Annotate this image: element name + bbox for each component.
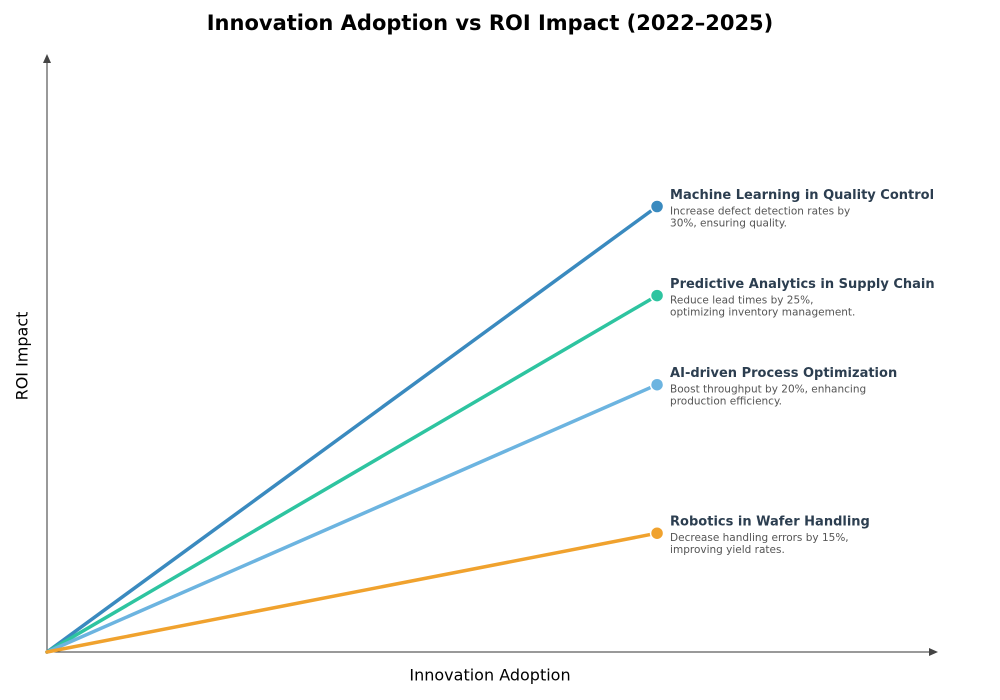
series-description: Boost throughput by 20%, enhancing [670, 384, 866, 396]
series-description: Decrease handling errors by 15%, [670, 532, 849, 544]
x-axis-arrow [929, 648, 938, 656]
end-marker [649, 377, 665, 392]
series-description: improving yield rates. [670, 544, 785, 556]
series-description: Increase defect detection rates by [670, 206, 850, 218]
x-axis-label: Innovation Adoption [409, 666, 570, 685]
series-description: 30%, ensuring quality. [670, 218, 787, 230]
series-description: Reduce lead times by 25%, [670, 295, 813, 307]
end-marker [649, 199, 665, 214]
end-marker [649, 288, 665, 303]
end-marker [649, 525, 665, 541]
y-axis-arrow [43, 54, 51, 63]
chart-title: Innovation Adoption vs ROI Impact (2022–… [207, 11, 774, 35]
series-label: Predictive Analytics in Supply Chain [670, 277, 935, 292]
series-line [45, 204, 659, 654]
series-label: Robotics in Wafer Handling [670, 515, 870, 530]
series-line [45, 531, 659, 654]
y-axis-label: ROI Impact [13, 312, 32, 401]
series-description: optimizing inventory management. [670, 307, 855, 319]
series-line [45, 293, 659, 654]
series-description: production efficiency. [670, 396, 782, 408]
series-line [45, 382, 659, 654]
series-label: AI-driven Process Optimization [670, 366, 897, 381]
series-label: Machine Learning in Quality Control [670, 188, 934, 203]
